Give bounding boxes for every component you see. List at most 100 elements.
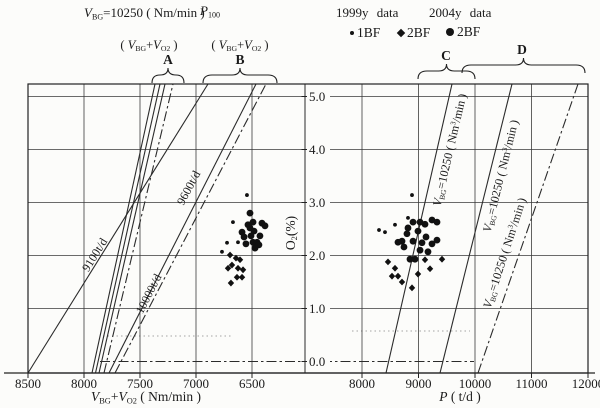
text-run: O2 — [160, 44, 171, 54]
scatter-point-large-dot — [418, 239, 426, 247]
brace-label-a: A — [163, 52, 173, 67]
text-run: O — [282, 240, 298, 251]
scatter-point-diamond — [426, 265, 434, 273]
text-run: O2 — [251, 44, 262, 54]
brace-label-b: B — [235, 52, 245, 67]
tick-label-bg — [307, 249, 330, 262]
text-run: + — [237, 38, 245, 52]
large-dot-marker-icon — [446, 28, 454, 36]
operating-line — [98, 83, 166, 374]
scatter-point-large-dot — [414, 227, 422, 235]
scatter-point-large-dot — [246, 209, 254, 217]
x-axis-right-title: P ( t/d ) — [439, 389, 481, 405]
scatter-point-diamond — [391, 264, 399, 272]
tick-label-o2: 5.0 — [309, 89, 325, 104]
text-run: V — [218, 38, 227, 52]
text-run: O2 — [126, 396, 137, 406]
diamond-marker-icon — [396, 28, 406, 38]
tick-label-o2: 0.0 — [309, 354, 325, 369]
scatter-point-large-dot — [421, 220, 429, 228]
operating-line — [114, 83, 267, 374]
text-run: BG — [91, 12, 104, 22]
text-run: ( Nm/min ) — [136, 389, 202, 404]
scatter-point-large-dot — [422, 233, 430, 241]
tick-label-bg — [307, 196, 330, 209]
scatter-point-large-dot — [409, 237, 417, 245]
scatter-point-large-dot — [428, 240, 436, 248]
scatter-point-large-dot — [394, 238, 402, 246]
tick-label-p: 11000 — [515, 376, 547, 391]
scatter-point-small-dot — [393, 222, 397, 227]
legend-item-2bf-2004: 2BF — [446, 24, 480, 40]
text-run: P — [439, 389, 448, 404]
scatter-point-diamond — [239, 266, 247, 274]
legend-item-label: 2BF — [457, 24, 481, 39]
group-b-sum-label: ( VBG+VO2 ) — [211, 38, 268, 53]
scatter-point-small-dot — [245, 193, 249, 197]
scatter-point-small-dot — [406, 215, 410, 220]
scatter-point-large-dot — [251, 244, 259, 252]
tick-label-bg — [307, 90, 330, 103]
tick-label-bg — [307, 302, 330, 315]
tick-label-bg — [307, 143, 330, 156]
text-run: BG — [226, 44, 238, 54]
legend-item-2bf-1999: 2BF — [396, 25, 430, 41]
text-run: BG — [99, 396, 111, 406]
tick-label-p: 9000 — [406, 376, 432, 391]
tick-label-o2: 1.0 — [309, 301, 325, 316]
tick-label-vbg: 7500 — [127, 376, 153, 391]
operating-line — [477, 83, 579, 374]
scatter-point-diamond — [238, 273, 246, 281]
scatter-point-large-dot — [411, 255, 419, 263]
tick-label-vbg: 6500 — [239, 376, 265, 391]
tick-label-p: 10000 — [459, 376, 492, 391]
tick-label-o2: 4.0 — [309, 142, 325, 157]
brace-label-c: C — [441, 48, 451, 63]
tick-label-vbg: 8000 — [71, 376, 97, 391]
chart-condition-label: VBG=10250 ( Nm/min ) — [84, 5, 205, 21]
scatter-point-large-dot — [406, 255, 414, 263]
group-a-sum-label: ( VBG+VO2 ) — [120, 38, 177, 53]
text-run: ) — [261, 38, 269, 52]
scatter-point-large-dot — [424, 248, 432, 256]
scatter-point-large-dot — [261, 222, 269, 230]
scatter-point-large-dot — [403, 230, 411, 238]
tick-label-vbg: 7000 — [183, 376, 209, 391]
text-run: BG — [135, 44, 147, 54]
text-run: V — [244, 38, 252, 52]
brace-label-d: D — [517, 42, 527, 57]
operating-line — [27, 83, 209, 374]
tick-label-vbg: 8500 — [15, 376, 41, 391]
text-run: P — [200, 3, 208, 18]
small-dot-marker-icon — [350, 31, 354, 35]
scatter-point-large-dot — [404, 224, 412, 232]
scatter-point-diamond — [236, 256, 244, 264]
scatter-point-diamond — [421, 256, 429, 264]
scatter-point-large-dot — [433, 236, 441, 244]
text-run: ( — [120, 38, 128, 52]
scatter-point-diamond — [228, 261, 236, 269]
text-run: 2 — [290, 236, 300, 241]
scatter-point-large-dot — [240, 233, 248, 241]
scatter-point-diamond — [226, 251, 234, 259]
tick-label-p: 8000 — [349, 376, 375, 391]
scatter-point-large-dot — [249, 218, 257, 226]
operating-line — [91, 83, 156, 374]
operating-line — [94, 83, 161, 374]
scatter-point-diamond — [414, 270, 422, 278]
scatter-point-small-dot — [236, 240, 240, 245]
scatter-point-large-dot — [247, 232, 255, 240]
scatter-point-diamond — [233, 273, 241, 281]
scatter-point-large-dot — [242, 240, 250, 248]
operating-line — [108, 83, 257, 374]
legend-item-1bf-1999: 1BF — [350, 25, 380, 41]
scatter-point-diamond — [234, 264, 242, 272]
p100-label: P100 — [200, 3, 220, 19]
text-run: ) — [170, 38, 178, 52]
scatter-point-large-dot — [416, 246, 424, 254]
scatter-point-small-dot — [410, 193, 414, 197]
text-run: + — [110, 389, 119, 404]
